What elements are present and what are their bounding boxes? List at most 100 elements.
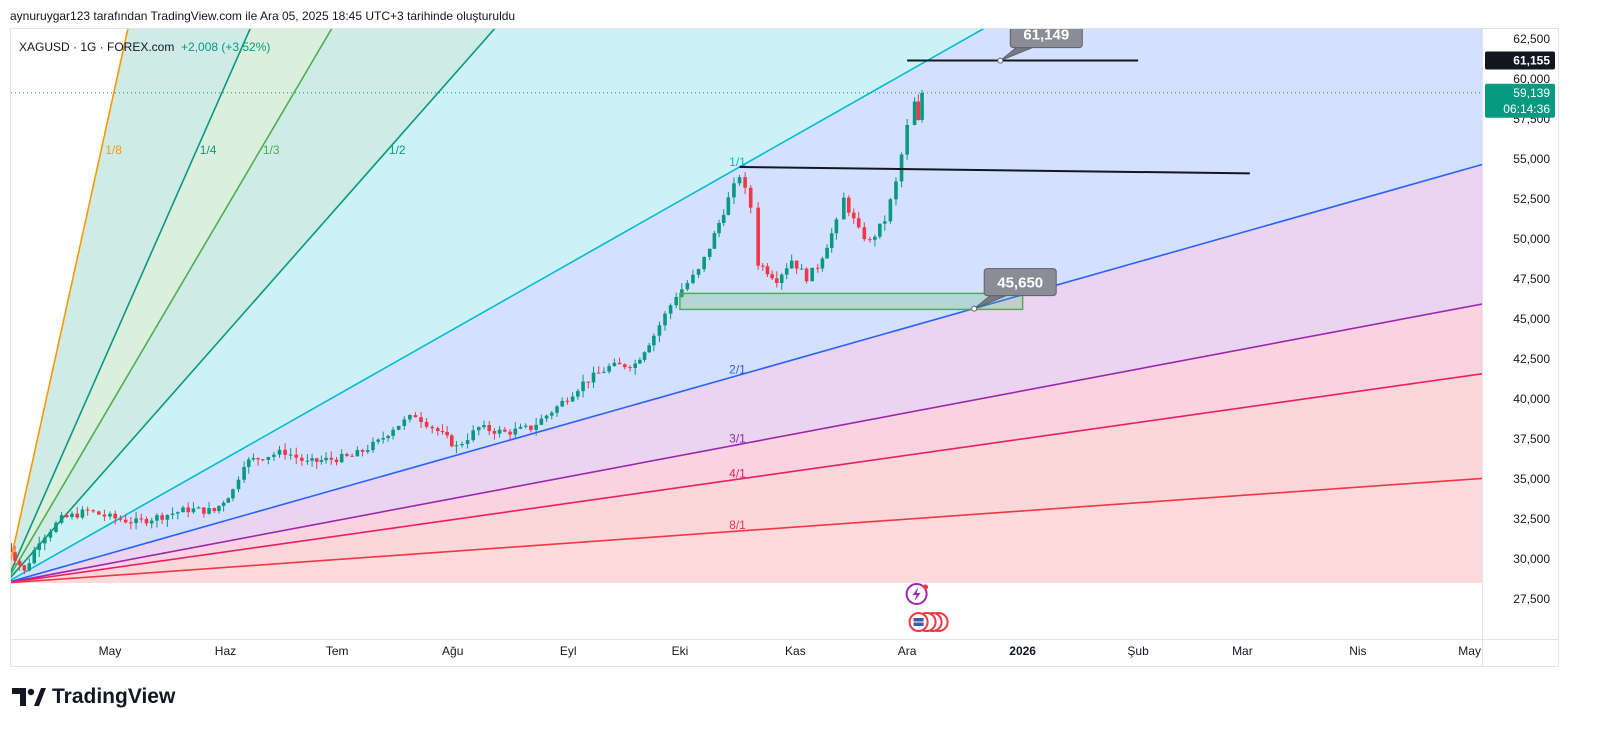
time-axis[interactable]: May Haz Tem Ağu Eyl Eki Kas Ara 2026 Şub Mar Nis May — [99, 644, 1481, 658]
candle — [555, 404, 559, 417]
candle — [80, 506, 85, 520]
callout-box — [983, 268, 1057, 297]
fan-line — [11, 303, 1482, 583]
candle-body — [482, 425, 486, 428]
economic-events[interactable] — [905, 583, 949, 632]
fan-line — [11, 29, 985, 581]
candle-body — [581, 381, 585, 392]
price-callout[interactable]: 45,650 — [971, 268, 1057, 312]
candle-body — [139, 518, 144, 520]
candle-body — [555, 406, 559, 413]
candle-body — [834, 219, 839, 234]
candle-body — [732, 183, 736, 198]
time-tick-label: May — [99, 644, 122, 658]
candle — [149, 517, 154, 529]
legend-symbol[interactable]: XAGUSD · 1G · FOREX.com — [19, 40, 174, 54]
candle — [596, 366, 601, 374]
candle-body — [75, 513, 80, 518]
candle-body — [642, 352, 647, 360]
price-tick-label: 45,000 — [1513, 312, 1550, 326]
candle — [175, 511, 180, 520]
trend-line[interactable] — [739, 166, 1250, 175]
legend-change: +2,008 (+3,52%) — [181, 40, 270, 54]
candle-body — [534, 424, 538, 430]
candle — [576, 388, 580, 400]
candle-body — [391, 429, 395, 436]
callout-label: 61,149 — [1023, 29, 1069, 44]
chart-frame[interactable]: 1/8 1/4 1/3 1/2 1/1 2/1 3/1 4/1 8/1 61,149 45,650… — [10, 20, 1559, 667]
candle — [856, 211, 861, 229]
candle-body — [27, 563, 32, 571]
candle — [48, 528, 53, 542]
chart-svg[interactable]: 1/8 1/4 1/3 1/2 1/1 2/1 3/1 4/1 8/1 61,149 45,650… — [11, 20, 1558, 666]
candle-body — [691, 274, 695, 284]
brand-logo[interactable]: TradingView — [12, 685, 175, 709]
candle — [436, 426, 440, 436]
candle — [64, 512, 69, 519]
price-tick-label: 30,000 — [1513, 552, 1550, 566]
candle — [170, 507, 175, 520]
candle — [108, 511, 112, 520]
candle — [272, 451, 276, 461]
candle-body — [748, 187, 753, 208]
candle — [339, 449, 344, 464]
support-zone[interactable] — [679, 292, 1024, 311]
candle — [707, 248, 712, 261]
candle-body — [305, 460, 310, 462]
candle — [246, 457, 251, 474]
candle-body — [586, 381, 591, 383]
candle-body — [129, 522, 133, 524]
candle — [355, 446, 360, 457]
lightning-icon[interactable] — [905, 583, 929, 605]
candle-body — [440, 431, 445, 433]
candle-body — [371, 441, 375, 451]
fan-line — [11, 372, 1482, 584]
candle — [251, 453, 256, 462]
candle — [883, 215, 887, 231]
candles — [11, 89, 924, 575]
candle-body — [144, 518, 149, 524]
drawings[interactable] — [679, 59, 1250, 311]
candle — [916, 94, 921, 121]
candle-body — [191, 508, 196, 513]
candle — [712, 230, 717, 249]
notification-dot — [923, 584, 929, 590]
candle — [544, 414, 549, 423]
candle — [617, 357, 622, 365]
candle-body — [471, 430, 475, 441]
candle-body — [445, 431, 449, 436]
fan-line — [11, 477, 1482, 584]
bar-countdown-label: 06:14:36 — [1503, 102, 1550, 116]
price-axis[interactable]: 27,500 30,000 32,500 35,000 37,500 40,000 42,5… — [1513, 32, 1550, 606]
candle-body — [288, 454, 293, 456]
candle-body — [300, 457, 304, 461]
candle-body — [674, 296, 678, 306]
candle — [503, 426, 507, 433]
candle-body — [810, 267, 814, 282]
candle — [155, 513, 159, 528]
candle — [314, 457, 319, 469]
candle — [607, 363, 611, 374]
candle-body — [503, 429, 507, 432]
candle — [202, 507, 206, 518]
candle-body — [633, 363, 638, 368]
candle — [123, 514, 128, 524]
candle — [43, 534, 47, 551]
candle-body — [784, 268, 789, 275]
candle-body — [324, 457, 328, 461]
candle-body — [13, 552, 17, 561]
candle — [779, 272, 784, 290]
candle-body — [856, 218, 861, 228]
candle-body — [231, 489, 235, 499]
candle — [350, 453, 354, 457]
candle-body — [842, 197, 846, 220]
candle-body — [657, 325, 662, 336]
candle-body — [181, 507, 185, 513]
candle — [242, 461, 246, 483]
candle — [647, 342, 651, 353]
candle — [702, 256, 706, 273]
candle-body — [277, 449, 282, 455]
candle — [842, 192, 846, 220]
candle-body — [175, 512, 180, 514]
candle-body — [54, 522, 58, 532]
